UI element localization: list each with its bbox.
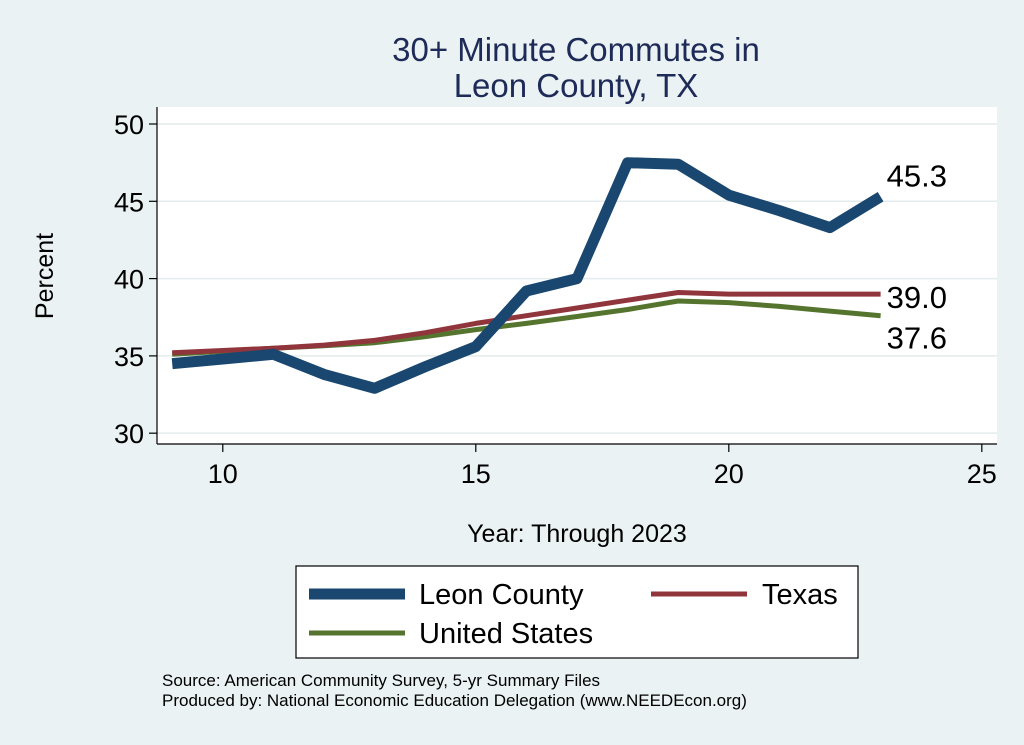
- legend-box: [295, 565, 859, 659]
- x-ticks: 10 15 20 25: [208, 444, 997, 489]
- y-tick-label-40: 40: [114, 265, 144, 295]
- chart-title-line-1: 30+ Minute Commutes in: [392, 31, 760, 68]
- source-note: Source: American Community Survey, 5-yr …: [162, 671, 601, 690]
- end-label-leon-county: 45.3: [887, 159, 947, 194]
- y-tick-label-35: 35: [114, 342, 144, 372]
- legend-label-texas: Texas: [762, 579, 838, 611]
- x-tick-label-15: 15: [461, 459, 491, 489]
- footer: Source: American Community Survey, 5-yr …: [162, 671, 747, 711]
- x-tick-label-20: 20: [714, 459, 744, 489]
- legend-label-leon-county: Leon County: [419, 579, 584, 611]
- legend-label-united-states: United States: [419, 618, 593, 650]
- x-axis-label: Year: Through 2023: [467, 520, 687, 548]
- axes: [156, 107, 997, 445]
- series-lines: [171, 157, 884, 394]
- legend: Leon County Texas United States: [295, 565, 859, 659]
- y-tick-label-45: 45: [114, 187, 144, 217]
- y-ticks: 30 35 40 45 50: [114, 110, 157, 449]
- y-axis-label: Percent: [31, 233, 59, 319]
- y-tick-label-30: 30: [114, 419, 144, 449]
- chart-title-line-2: Leon County, TX: [454, 67, 699, 104]
- x-tick-label-25: 25: [967, 459, 997, 489]
- end-labels: 45.3 39.0 37.6: [887, 159, 947, 356]
- y-tick-label-50: 50: [114, 110, 144, 140]
- end-label-texas: 39.0: [887, 280, 947, 315]
- produced-by-note: Produced by: National Economic Education…: [162, 691, 747, 710]
- x-tick-label-10: 10: [208, 459, 238, 489]
- end-label-united-states: 37.6: [887, 321, 947, 356]
